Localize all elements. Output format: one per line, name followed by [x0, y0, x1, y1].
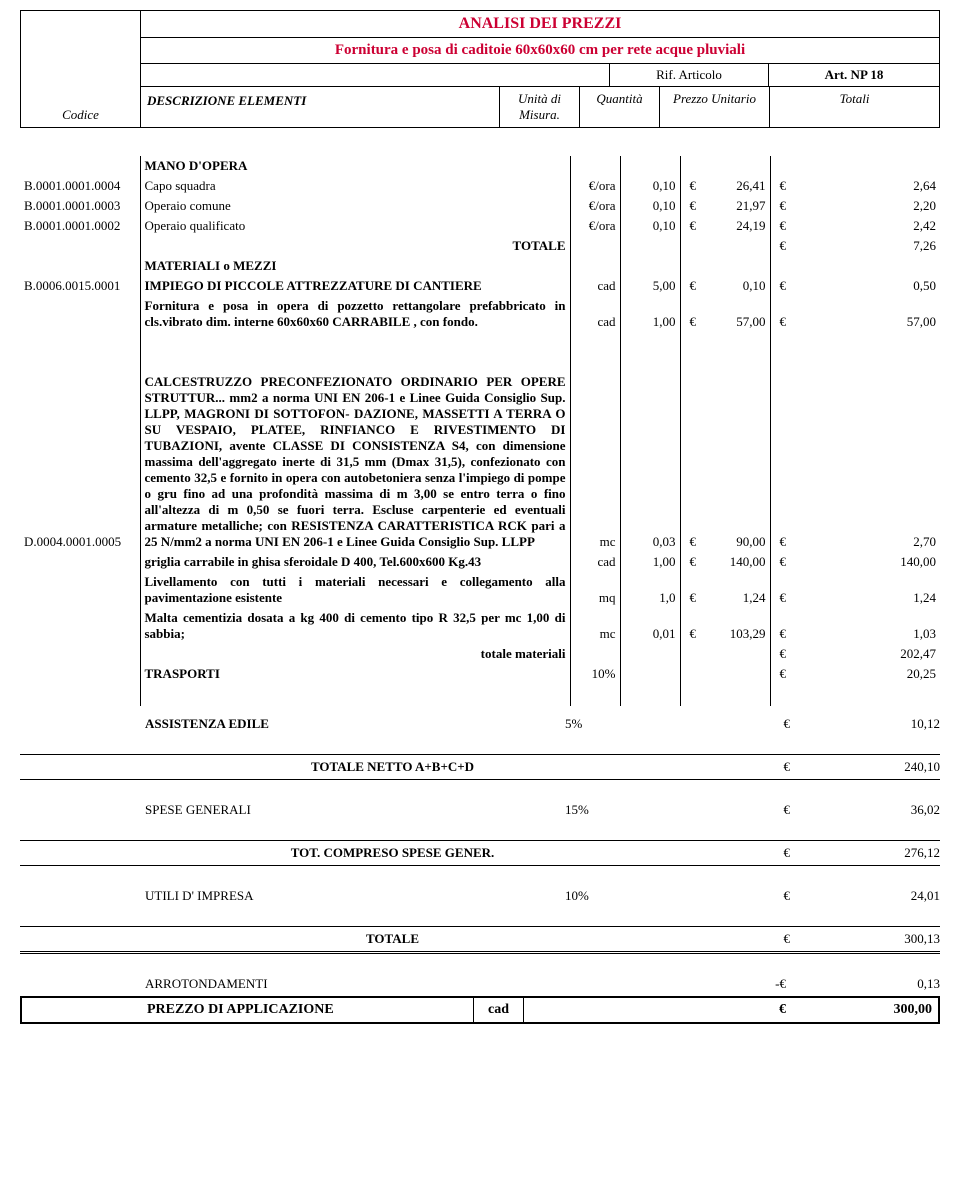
mezzi-row: B.0006.0015.0001 IMPIEGO DI PICCOLE ATTR…	[20, 276, 940, 296]
mano-header: MANO D'OPERA	[20, 156, 940, 176]
totale-final-row: TOTALE € 300,13	[20, 926, 940, 954]
assistenza-row: ASSISTENZA EDILE 5% € 10,12	[20, 712, 940, 736]
header-left: Codice	[21, 11, 141, 127]
prezzo-row: PREZZO DI APPLICAZIONE cad € 300,00	[20, 996, 940, 1024]
page-subtitle: Fornitura e posa di caditoie 60x60x60 cm…	[141, 38, 939, 64]
totale-materiali-row: totale materiali € 202,47	[20, 644, 940, 664]
arrot-row: ARROTONDAMENTI -€ 0,13	[20, 972, 940, 996]
netto-row: TOTALE NETTO A+B+C+D € 240,10	[20, 754, 940, 780]
header-block: Codice ANALISI DEI PREZZI Fornitura e po…	[20, 10, 940, 128]
tot-header: Totali	[769, 87, 939, 127]
malta-row: Malta cementizia dosata a kg 400 di ceme…	[20, 608, 940, 644]
mano-label: MANO D'OPERA	[140, 156, 570, 176]
header-right: ANALISI DEI PREZZI Fornitura e posa di c…	[141, 11, 939, 127]
totale-mano-row: TOTALE € 7,26	[20, 236, 940, 256]
codice-label: Codice	[21, 103, 140, 127]
table-row: B.0001.0001.0002 Operaio qualificato €/o…	[20, 216, 940, 236]
table-row: B.0001.0001.0003 Operaio comune €/ora 0,…	[20, 196, 940, 216]
page-title: ANALISI DEI PREZZI	[141, 11, 939, 38]
header-top: Codice ANALISI DEI PREZZI Fornitura e po…	[21, 11, 939, 127]
trasporti-row: TRASPORTI 10% € 20,25	[20, 664, 940, 684]
art-number: Art. NP 18	[769, 64, 939, 86]
materiali-header: MATERIALI o MEZZI	[20, 256, 940, 276]
utili-row: UTILI D' IMPRESA 10% € 24,01	[20, 884, 940, 908]
rif-articolo-label: Rif. Articolo	[609, 64, 769, 86]
qty-header: Quantità	[579, 87, 659, 127]
unit-header: Unità di Misura.	[499, 87, 579, 127]
desc-header: DESCRIZIONE ELEMENTI	[141, 87, 499, 127]
griglia-row: griglia carrabile in ghisa sferoidale D …	[20, 552, 940, 572]
compreso-row: TOT. COMPRESO SPESE GENER. € 276,12	[20, 840, 940, 866]
calcestruzzo-row: D.0004.0001.0005 CALCESTRUZZO PRECONFEZI…	[20, 372, 940, 552]
ref-row: Rif. Articolo Art. NP 18	[141, 64, 939, 87]
table-row: B.0001.0001.0004 Capo squadra €/ora 0,10…	[20, 176, 940, 196]
main-table: MANO D'OPERA B.0001.0001.0004 Capo squad…	[20, 156, 940, 706]
col-headers: DESCRIZIONE ELEMENTI Unità di Misura. Qu…	[141, 87, 939, 127]
summary-block: ASSISTENZA EDILE 5% € 10,12 TOTALE NETTO…	[20, 712, 940, 1024]
pu-header: Prezzo Unitario	[659, 87, 769, 127]
pozzetto-row: Fornitura e posa in opera di pozzetto re…	[20, 296, 940, 332]
livellamento-row: Livellamento con tutti i materiali neces…	[20, 572, 940, 608]
spese-row: SPESE GENERALI 15% € 36,02	[20, 798, 940, 822]
